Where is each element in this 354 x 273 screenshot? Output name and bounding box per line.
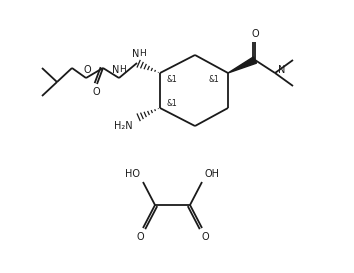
Text: N: N: [278, 65, 286, 75]
Text: O: O: [201, 232, 209, 242]
Text: &1: &1: [167, 99, 177, 108]
Text: OH: OH: [205, 169, 219, 179]
Text: H: H: [119, 66, 125, 75]
Text: HO: HO: [126, 169, 141, 179]
Polygon shape: [228, 57, 257, 73]
Text: &1: &1: [167, 75, 177, 84]
Text: O: O: [251, 29, 259, 39]
Text: O: O: [136, 232, 144, 242]
Text: &1: &1: [209, 75, 219, 84]
Text: O: O: [92, 87, 100, 97]
Text: N: N: [112, 65, 120, 75]
Text: O: O: [83, 65, 91, 75]
Text: H: H: [139, 49, 146, 58]
Text: N: N: [132, 49, 140, 59]
Text: H₂N: H₂N: [114, 121, 132, 131]
